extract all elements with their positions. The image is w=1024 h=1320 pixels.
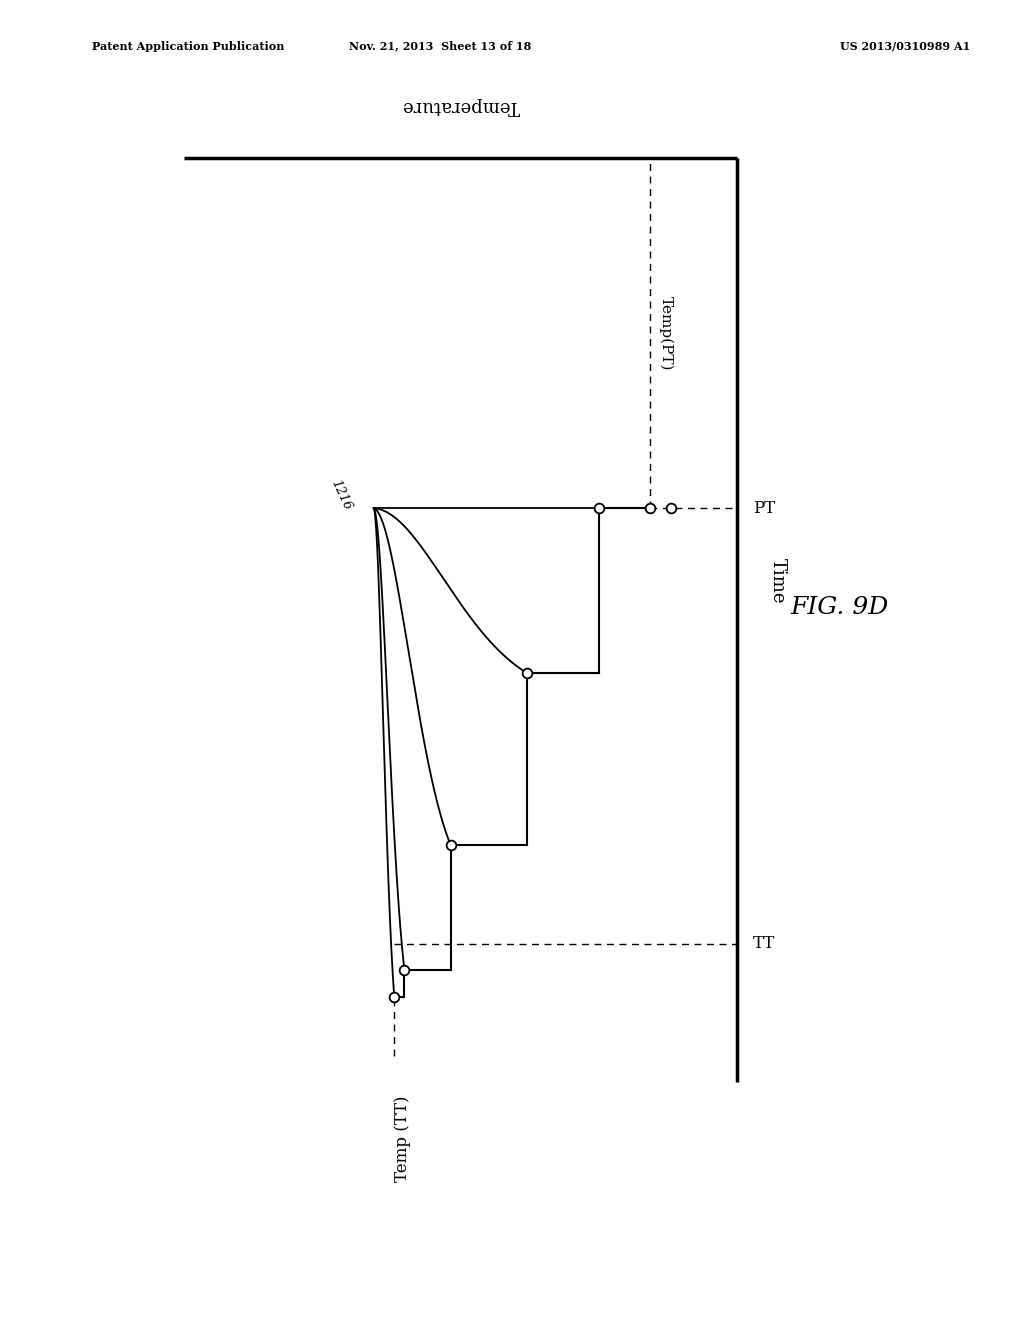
Text: Nov. 21, 2013  Sheet 13 of 18: Nov. 21, 2013 Sheet 13 of 18 [349,41,531,51]
Text: Temp (TT): Temp (TT) [394,1096,411,1183]
Text: US 2013/0310989 A1: US 2013/0310989 A1 [840,41,970,51]
Text: PT: PT [753,500,775,516]
Text: Temperature: Temperature [401,96,520,115]
Text: Patent Application Publication: Patent Application Publication [92,41,285,51]
Text: Temp(PT): Temp(PT) [658,296,673,371]
Text: TT: TT [753,936,775,952]
Text: FIG. 9D: FIG. 9D [791,595,889,619]
Text: 1216: 1216 [328,478,353,512]
Text: Time: Time [769,558,787,603]
